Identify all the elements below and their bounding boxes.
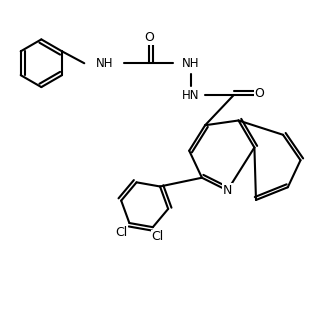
Text: NH: NH [182,57,200,70]
Text: Cl: Cl [151,230,164,243]
Text: Cl: Cl [115,226,128,239]
Text: NH: NH [96,57,114,70]
Text: HN: HN [182,88,200,102]
Text: O: O [144,31,155,44]
Text: O: O [254,87,264,100]
Text: N: N [223,184,232,197]
